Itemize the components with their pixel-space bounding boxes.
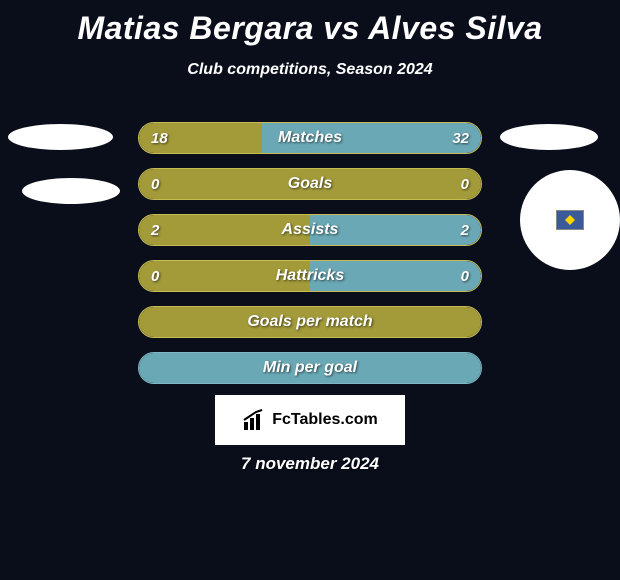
player-right-circle: [520, 170, 620, 270]
bar-label: Min per goal: [139, 353, 481, 383]
flag-icon: [556, 210, 584, 230]
player-left-badge-2: [22, 178, 120, 204]
stat-bar: 22Assists: [138, 214, 482, 246]
stat-bar: 00Hattricks: [138, 260, 482, 292]
stat-bar: 1832Matches: [138, 122, 482, 154]
bar-label: Goals per match: [139, 307, 481, 337]
comparison-bars: 1832Matches 00Goals 22Assists 00Hattricks Go…: [138, 122, 482, 398]
player-right-badge-1: [500, 124, 598, 150]
brand-badge: FcTables.com: [215, 395, 405, 445]
page-title: Matias Bergara vs Alves Silva: [0, 0, 620, 47]
bar-label: Assists: [139, 215, 481, 245]
stat-bar: 00Goals: [138, 168, 482, 200]
stat-bar: Goals per match: [138, 306, 482, 338]
date-label: 7 november 2024: [0, 454, 620, 474]
brand-chart-icon: [242, 408, 266, 432]
bar-label: Matches: [139, 123, 481, 153]
brand-label: FcTables.com: [272, 411, 378, 429]
stat-bar: Min per goal: [138, 352, 482, 384]
bar-label: Hattricks: [139, 261, 481, 291]
bar-label: Goals: [139, 169, 481, 199]
page-subtitle: Club competitions, Season 2024: [0, 61, 620, 79]
player-left-badge-1: [8, 124, 113, 150]
